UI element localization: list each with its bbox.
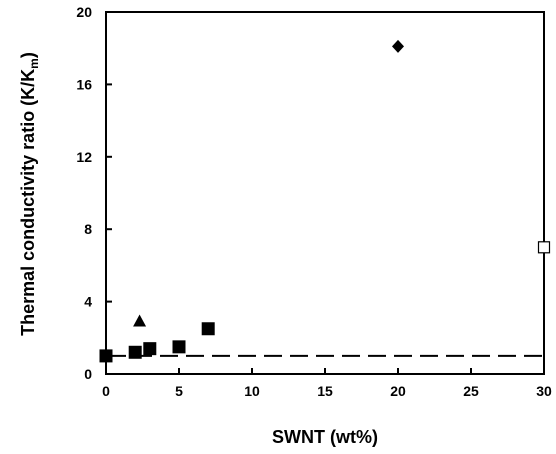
data-point-diamond-filled [392, 39, 404, 53]
y-tick-label: 12 [76, 149, 92, 165]
data-point-triangle-filled [133, 314, 147, 327]
y-axis-title-subscript: m [27, 58, 41, 69]
plot-frame [105, 11, 545, 375]
x-axis-title: SWNT (wt%) [272, 427, 378, 447]
y-tick-label: 4 [84, 294, 92, 310]
data-point-square-filled [99, 349, 113, 363]
data-markers [99, 39, 551, 363]
data-point-square-filled [143, 342, 157, 356]
x-tick-label: 20 [390, 383, 406, 399]
y-axis-title-main: Thermal conductivity ratio (K/K [18, 69, 38, 336]
tick-labels: 0 5 10 15 20 25 30 0 4 8 12 16 20 [76, 4, 552, 399]
data-point-square-filled [128, 345, 142, 359]
y-axis-title-close: ) [18, 52, 38, 58]
y-tick-label: 16 [76, 76, 92, 92]
x-tick-label: 10 [244, 383, 260, 399]
x-tick-label: 0 [102, 383, 110, 399]
x-tick-label: 25 [463, 383, 479, 399]
axis-ticks [105, 11, 545, 375]
data-point-square-filled [172, 340, 186, 354]
data-point-square-filled [201, 322, 215, 336]
y-tick-label: 8 [84, 221, 92, 237]
x-tick-label: 5 [175, 383, 183, 399]
data-point-square-open [537, 241, 551, 254]
y-tick-label: 0 [84, 366, 92, 382]
x-tick-label: 30 [536, 383, 552, 399]
x-tick-label: 15 [317, 383, 333, 399]
y-axis-title: Thermal conductivity ratio (K/Km) [18, 52, 41, 336]
y-tick-label: 20 [76, 4, 92, 20]
